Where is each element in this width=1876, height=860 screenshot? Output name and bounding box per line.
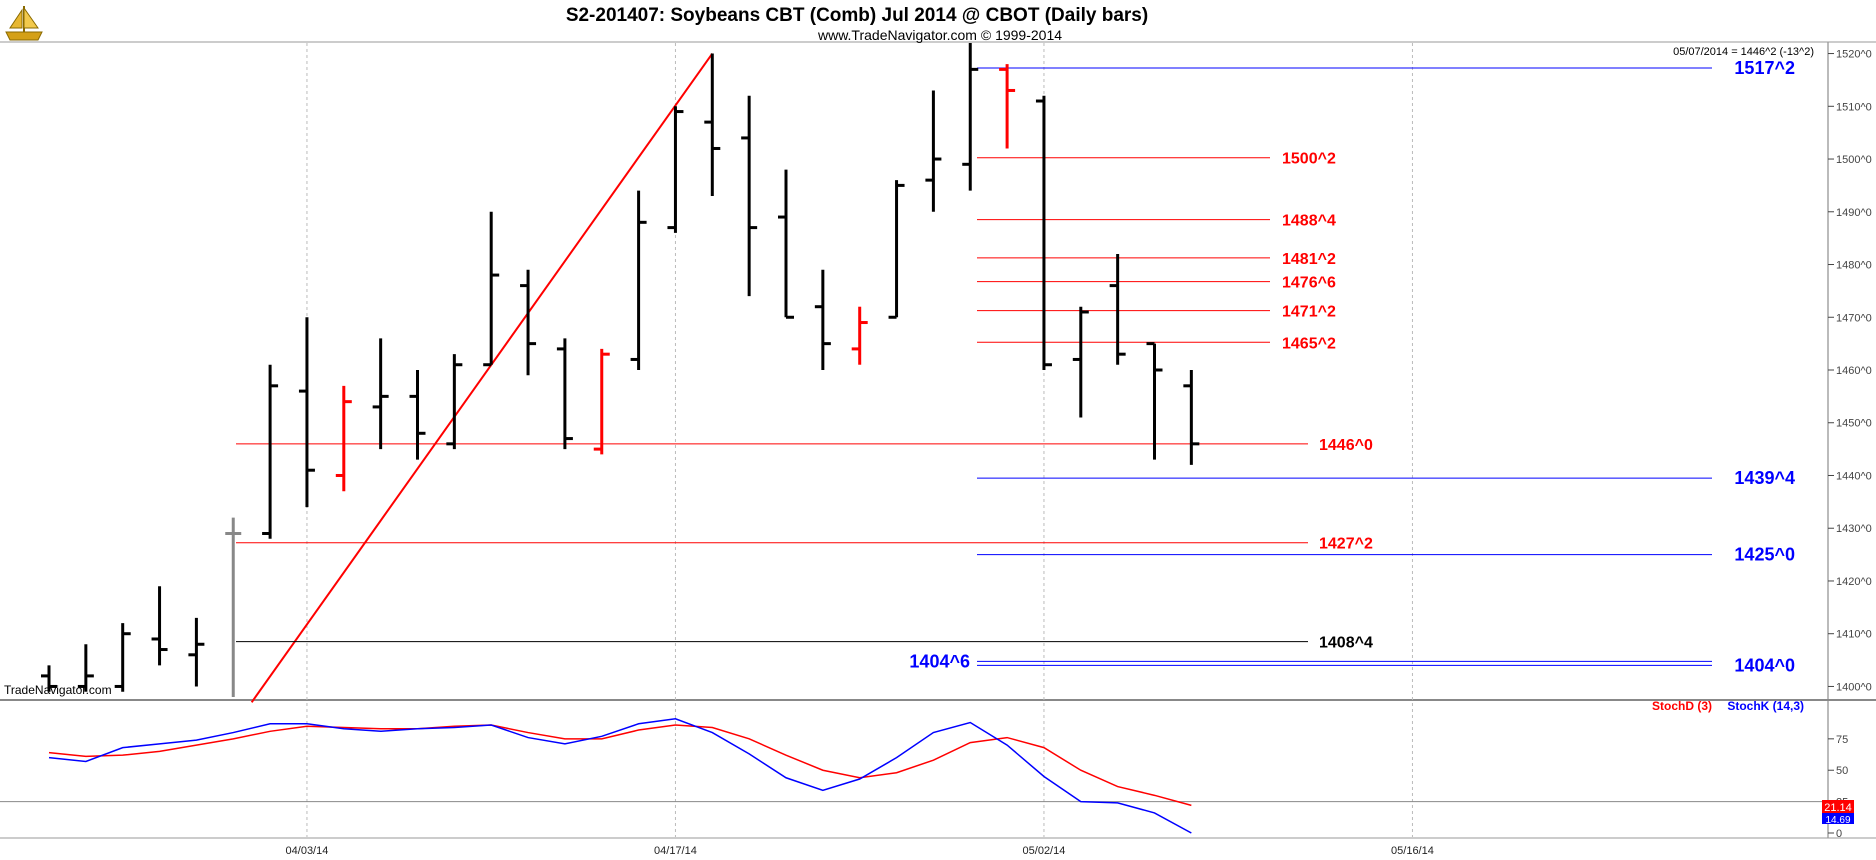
ohlc-bar xyxy=(1072,306,1089,418)
trade-navigator-ship-logo-icon xyxy=(5,6,43,41)
time-tick-label: 04/17/14 xyxy=(654,845,697,857)
ohlc-bar xyxy=(925,90,942,212)
level-label: 1427^2 xyxy=(1319,536,1373,553)
ohlc-bar xyxy=(814,269,831,370)
price-tick-label: 1440^0 xyxy=(1836,470,1872,482)
price-tick-label: 1480^0 xyxy=(1836,260,1872,272)
ohlc-bar xyxy=(114,623,131,692)
ohlc-bar xyxy=(335,385,352,492)
stoch-series-line xyxy=(48,724,1192,807)
time-tick-label: 05/16/14 xyxy=(1391,845,1434,857)
level-label: 1471^2 xyxy=(1282,304,1336,321)
ohlc-bar xyxy=(630,190,647,370)
chart-title: S2-201407: Soybeans CBT (Comb) Jul 2014 … xyxy=(566,5,1148,26)
ohlc-bar xyxy=(225,517,242,697)
ohlc-bar xyxy=(41,665,57,692)
price-tick-label: 1510^0 xyxy=(1836,101,1872,113)
level-label: 1408^4 xyxy=(1319,635,1373,652)
level-label: 1404^6 xyxy=(909,651,970,671)
last-price-readout: 05/07/2014 = 1446^2 (-13^2) xyxy=(1673,46,1814,58)
ohlc-bar xyxy=(1146,342,1163,460)
level-label: 1476^6 xyxy=(1282,275,1336,292)
level-label: 1500^2 xyxy=(1282,151,1336,168)
ohlc-bar xyxy=(888,180,905,319)
ohlc-bar xyxy=(520,269,537,376)
level-label: 1404^0 xyxy=(1734,655,1795,675)
price-tick-label: 1400^0 xyxy=(1836,681,1872,693)
price-tick-label: 1460^0 xyxy=(1836,365,1872,377)
stoch-tick-label: 0 xyxy=(1836,828,1842,840)
level-label: 1446^0 xyxy=(1319,437,1373,454)
ohlc-bar xyxy=(77,644,94,692)
price-axis: 1400^0 1410^0 1420^0 1430^0 1440^0 1450^0 1460… xyxy=(1828,49,1872,693)
ohlc-bar xyxy=(1035,95,1052,370)
price-tick-label: 1430^0 xyxy=(1836,523,1872,535)
ohlc-bar xyxy=(1109,253,1126,365)
level-label: 1488^4 xyxy=(1282,213,1336,230)
ohlc-bar xyxy=(409,370,426,460)
stochk-value-tag xyxy=(1822,813,1854,824)
level-label: 1517^2 xyxy=(1734,58,1795,78)
price-tick-label: 1470^0 xyxy=(1836,312,1872,324)
level-label: 1425^0 xyxy=(1734,545,1795,565)
levels-layer: 1517^2 1500^2 1488^4 1481^2 1476^6 1471^2 1465… xyxy=(236,58,1795,675)
ohlc-bar xyxy=(262,364,279,539)
ohlc-bar xyxy=(593,348,610,455)
stoch-tick-label: 75 xyxy=(1836,734,1848,746)
ohlc-bar xyxy=(483,211,500,367)
trendline xyxy=(250,52,714,703)
time-tick-label: 05/02/14 xyxy=(1023,845,1066,857)
time-axis: 04/03/14 04/17/14 05/02/14 05/16/14 xyxy=(286,845,1434,857)
stoch-tick-label: 50 xyxy=(1836,765,1848,777)
ohlc-bar xyxy=(1183,370,1200,465)
price-tick-label: 1500^0 xyxy=(1836,154,1872,166)
stochk-legend: StochK (14,3) xyxy=(1727,699,1804,713)
stoch-series-line xyxy=(48,717,1192,834)
watermark-text: TradeNavigator.com xyxy=(4,683,112,697)
stochk-value: 14.69 xyxy=(1825,815,1850,826)
stochd-value-tag xyxy=(1822,800,1854,813)
level-label: 1481^2 xyxy=(1282,251,1336,268)
ohlc-bar xyxy=(704,53,721,196)
ohlc-bar xyxy=(446,354,463,450)
ohlc-bar xyxy=(778,169,794,319)
ohlc-bar xyxy=(962,43,979,191)
ohlc-bar xyxy=(999,64,1016,149)
ohlc-bar xyxy=(741,95,758,297)
bars-layer xyxy=(41,43,1200,697)
ohlc-bar xyxy=(851,306,868,365)
trendline-layer xyxy=(250,52,714,703)
copyright-subtitle: www.TradeNavigator.com © 1999-2014 xyxy=(817,27,1062,43)
level-label: 1439^4 xyxy=(1734,468,1795,488)
ohlc-bar xyxy=(188,617,205,687)
price-tick-label: 1410^0 xyxy=(1836,629,1872,641)
level-label: 1465^2 xyxy=(1282,335,1336,352)
price-tick-label: 1490^0 xyxy=(1836,207,1872,219)
stochd-value: 21.14 xyxy=(1824,802,1852,814)
price-tick-label: 1520^0 xyxy=(1836,49,1872,61)
ohlc-bar xyxy=(298,317,315,508)
ohlc-bar xyxy=(151,586,168,666)
price-tick-label: 1420^0 xyxy=(1836,576,1872,588)
price-tick-label: 1450^0 xyxy=(1836,418,1872,430)
ohlc-bar xyxy=(556,338,573,450)
time-tick-label: 04/03/14 xyxy=(286,845,329,857)
stochd-legend: StochD (3) xyxy=(1652,699,1712,713)
ohlc-bar xyxy=(372,338,389,450)
ohlc-bar xyxy=(667,106,684,233)
